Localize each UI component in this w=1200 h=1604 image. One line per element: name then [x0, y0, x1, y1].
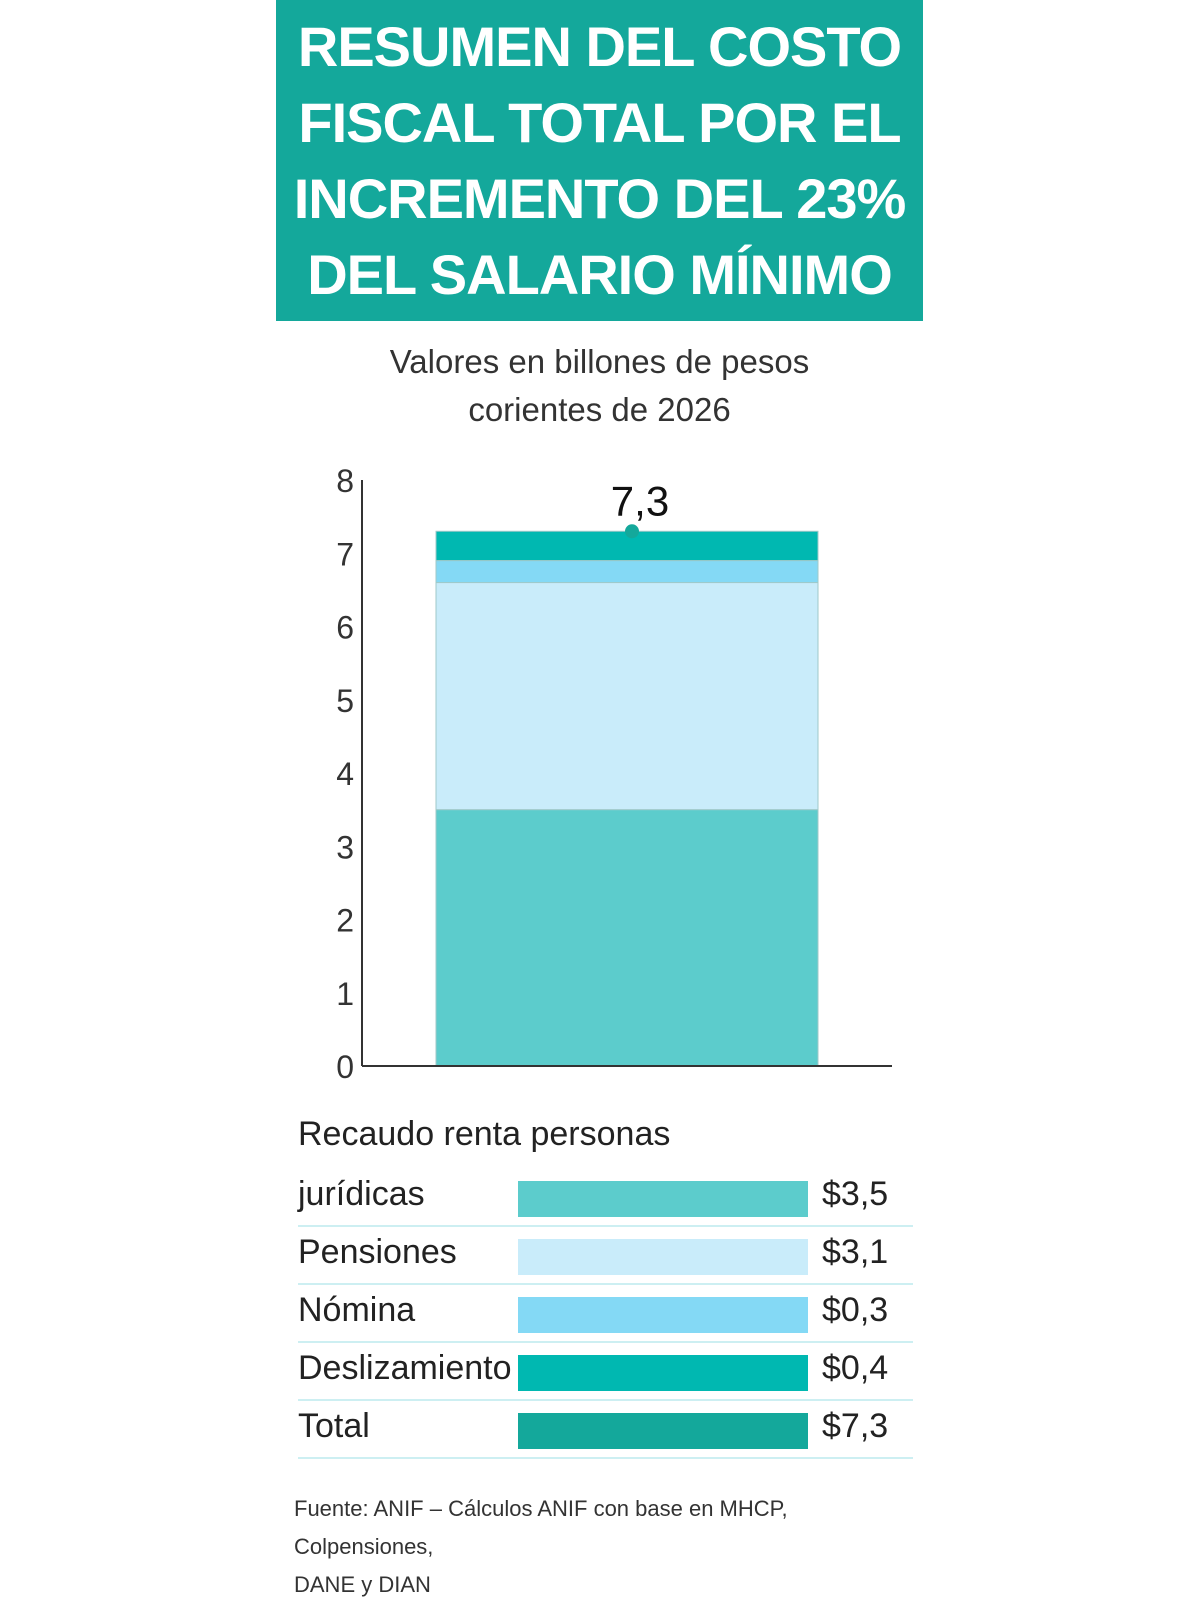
- y-tick-label-1: 1: [336, 976, 354, 1012]
- legend-row-nomina: Nómina $0,3: [298, 1283, 913, 1343]
- legend-row-pensiones: Pensiones $3,1: [298, 1225, 913, 1285]
- y-tick-label-4: 4: [336, 756, 354, 792]
- legend-value-deslizamiento: $0,4: [822, 1349, 889, 1387]
- bar-segment-0: [435, 809, 819, 1067]
- legend-swatch-total: [518, 1413, 808, 1449]
- title-line-4: DEL SALARIO MÍNIMO: [307, 242, 893, 306]
- legend-label-nomina: Nómina: [298, 1291, 416, 1329]
- total-label: 7,3: [611, 477, 669, 524]
- y-tick-label-2: 2: [336, 903, 354, 939]
- y-tick-label-7: 7: [336, 536, 354, 572]
- legend-swatch-deslizamiento: [518, 1355, 808, 1391]
- legend-title: Recaudo renta personas: [298, 1115, 671, 1153]
- y-tick-label-3: 3: [336, 829, 354, 865]
- y-tick-label-0: 0: [336, 1049, 354, 1085]
- legend-label-total: Total: [298, 1407, 370, 1445]
- bar-segment-2: [435, 560, 819, 584]
- total-marker: [625, 524, 639, 539]
- title-line-3: INCREMENTO DEL 23%: [293, 166, 907, 230]
- legend-swatch-pensiones: [518, 1239, 808, 1275]
- legend-row-juridicas: jurídicas $3,5: [298, 1167, 913, 1227]
- chart-subtitle: Valores en billones de pesos corientes d…: [276, 338, 923, 434]
- source-line-1: Fuente: ANIF – Cálculos ANIF con base en…: [294, 1496, 788, 1559]
- subtitle-line-2: corientes de 2026: [468, 391, 731, 428]
- bar-segment-1: [435, 582, 819, 811]
- legend-swatch-nomina: [518, 1297, 808, 1333]
- legend-value-total: $7,3: [822, 1407, 889, 1445]
- legend-value-juridicas: $3,5: [822, 1175, 889, 1213]
- legend-label-pensiones: Pensiones: [298, 1233, 457, 1271]
- title-banner: RESUMEN DEL COSTO FISCAL TOTAL POR EL IN…: [276, 0, 923, 321]
- subtitle-line-1: Valores en billones de pesos: [389, 343, 810, 380]
- source-line-2: DANE y DIAN: [294, 1572, 431, 1597]
- legend-label-juridicas: jurídicas: [298, 1175, 425, 1213]
- stacked-bar-chart: 0 1 2 3 4 5 6 7 8 7,3: [336, 463, 892, 1085]
- source-note: Fuente: ANIF – Cálculos ANIF con base en…: [294, 1490, 914, 1604]
- legend-value-pensiones: $3,1: [822, 1233, 889, 1271]
- legend-row-total: Total $7,3: [298, 1399, 913, 1459]
- legend-value-nomina: $0,3: [822, 1291, 889, 1329]
- y-tick-label-8: 8: [336, 463, 354, 499]
- legend-label-deslizamiento: Deslizamiento: [298, 1349, 512, 1387]
- title-line-1: RESUMEN DEL COSTO: [297, 14, 902, 78]
- title-line-2: FISCAL TOTAL POR EL: [298, 90, 901, 154]
- y-tick-label-5: 5: [336, 683, 354, 719]
- legend-swatch-juridicas: [518, 1181, 808, 1217]
- legend-row-deslizamiento: Deslizamiento $0,4: [298, 1341, 913, 1401]
- y-tick-label-6: 6: [336, 610, 354, 646]
